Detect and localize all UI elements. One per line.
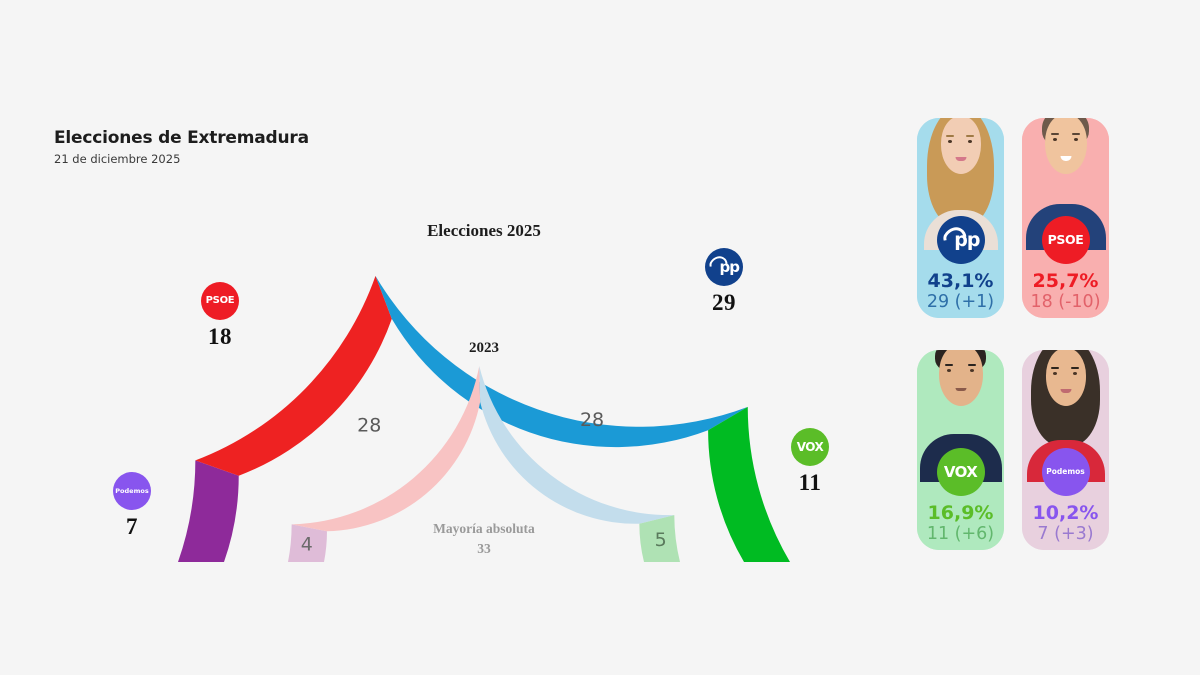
candidate-card-vox[interactable]: VOX 16,9% 11 (+6) xyxy=(917,350,1004,550)
card-percent-vox: 16,9% xyxy=(927,502,994,524)
marker-pp: pp 29 xyxy=(684,248,764,316)
majority-value: 33 xyxy=(477,541,491,556)
candidate-card-podemos[interactable]: Podemos 10,2% 7 (+3) xyxy=(1022,350,1109,550)
marker-seats-podemos: 7 xyxy=(126,514,138,539)
majority-label: Mayoría absoluta xyxy=(433,521,535,536)
podemos-logo-icon: Podemos xyxy=(113,472,151,510)
marker-seats-vox: 11 xyxy=(798,470,822,495)
marker-seats-pp: 29 xyxy=(712,290,736,315)
vox-logo-icon: VOX xyxy=(936,448,985,496)
pp-logo-icon: pp xyxy=(936,216,985,264)
arc-pp-2025 xyxy=(375,275,748,448)
card-seats-pp: 29 (+1) xyxy=(926,292,995,312)
chart-title-2025: Elecciones 2025 xyxy=(427,221,541,240)
card-seats-podemos: 7 (+3) xyxy=(1037,524,1094,544)
arc-podemos-2023 xyxy=(288,524,327,562)
outer-ring-2025 xyxy=(178,275,790,562)
podemos-badge-label: Podemos xyxy=(115,486,149,495)
psoe-logo-icon: PSOE xyxy=(201,282,239,320)
card-percent-podemos: 10,2% xyxy=(1032,502,1099,524)
psoe-logo-icon: PSOE xyxy=(1041,216,1090,264)
vox-logo-icon: VOX xyxy=(791,428,829,466)
card-percent-psoe: 25,7% xyxy=(1032,270,1099,292)
arc-vox-2025 xyxy=(708,406,790,562)
pp-logo-icon: pp xyxy=(705,248,743,286)
arc-pp-2023 xyxy=(479,366,675,524)
inner-label-podemos: 4 xyxy=(301,533,313,555)
arc-podemos-2025 xyxy=(178,460,239,562)
arc-psoe-2025 xyxy=(195,275,392,476)
header: Elecciones de Extremadura 21 de diciembr… xyxy=(54,128,309,166)
card-seats-psoe: 18 (-10) xyxy=(1030,292,1101,312)
inner-label-pp: 28 xyxy=(580,409,604,431)
pp-seagull-icon: pp xyxy=(938,221,981,259)
pp-badge-label: pp xyxy=(719,258,741,276)
page-subtitle: 21 de diciembre 2025 xyxy=(54,152,181,166)
pp-seagull-icon: pp xyxy=(706,252,741,282)
marker-podemos: Podemos 7 xyxy=(92,472,172,540)
vox-badge-label: VOX xyxy=(796,440,824,454)
chart-title-2023: 2023 xyxy=(469,340,499,356)
marker-seats-psoe: 18 xyxy=(208,324,232,349)
marker-psoe: PSOE 18 xyxy=(180,282,260,350)
inner-ring-2023 xyxy=(288,366,680,562)
seat-donut-chart: 4 28 28 5 Elecciones 2025 2023 Mayoría a… xyxy=(113,200,840,590)
candidate-card-pp[interactable]: pp 43,1% 29 (+1) xyxy=(917,118,1004,318)
arc-vox-2023 xyxy=(639,515,680,562)
psoe-badge-label: PSOE xyxy=(205,295,235,306)
inner-label-vox: 5 xyxy=(655,529,667,551)
arc-psoe-2023 xyxy=(291,366,481,532)
candidate-cards: pp 43,1% 29 (+1) xyxy=(915,118,1110,578)
marker-vox: VOX 11 xyxy=(770,428,850,496)
inner-label-psoe: 28 xyxy=(357,414,381,436)
candidate-card-psoe[interactable]: PSOE 25,7% 18 (-10) xyxy=(1022,118,1109,318)
page-title: Elecciones de Extremadura xyxy=(54,128,309,148)
card-percent-pp: 43,1% xyxy=(927,270,994,292)
card-seats-vox: 11 (+6) xyxy=(926,524,995,544)
podemos-logo-icon: Podemos xyxy=(1041,448,1090,496)
candidate-photo-pp xyxy=(917,118,1004,250)
